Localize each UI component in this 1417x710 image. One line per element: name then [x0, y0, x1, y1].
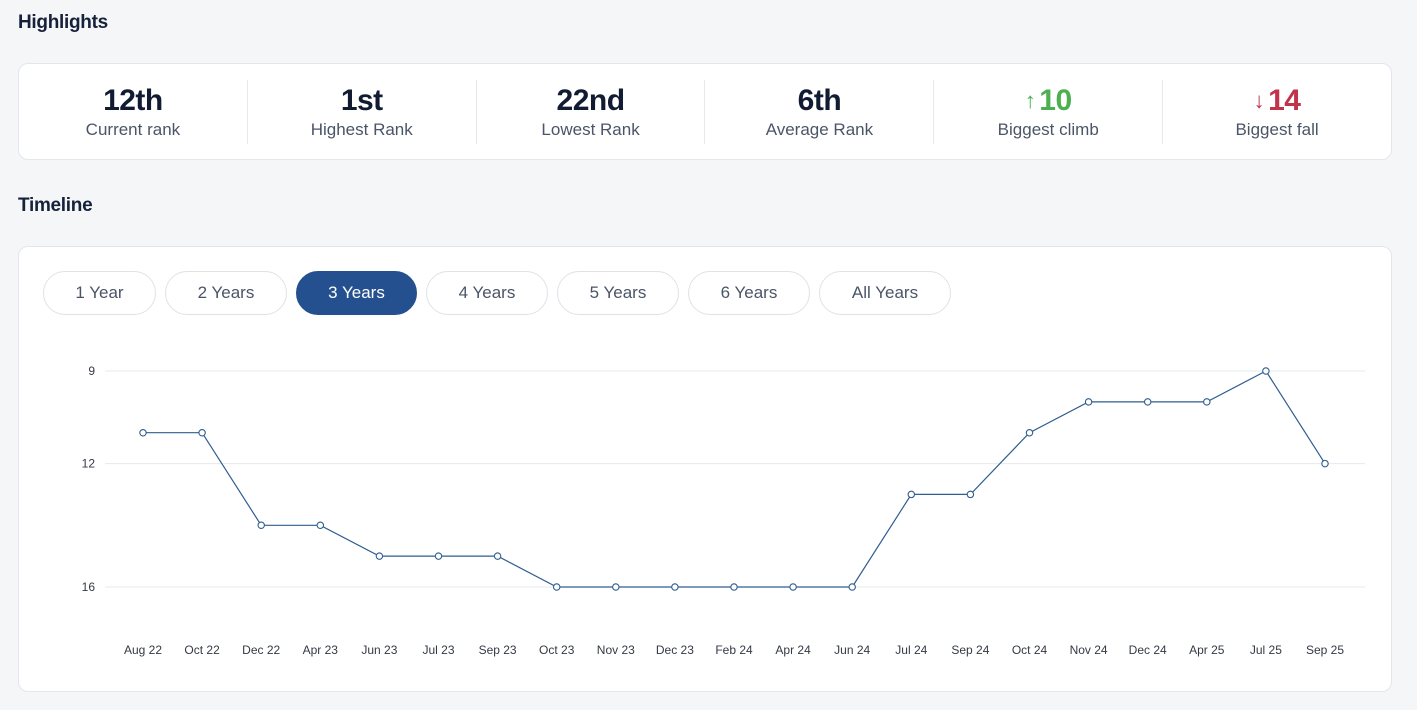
- data-point[interactable]: [375, 552, 384, 560]
- data-point[interactable]: [671, 583, 679, 591]
- data-point[interactable]: [612, 583, 620, 591]
- tab-5-years[interactable]: 5 Years: [557, 271, 679, 315]
- data-point[interactable]: [730, 583, 738, 591]
- stat-value: 22nd: [556, 83, 626, 118]
- data-point[interactable]: [139, 428, 147, 437]
- tab-2-years[interactable]: 2 Years: [165, 271, 287, 315]
- average-rank-value: 6th: [797, 83, 842, 117]
- biggest-climb-value: 10: [1039, 83, 1072, 117]
- x-tick-label: Oct 22: [184, 643, 220, 657]
- lowest-rank-value: 22nd: [556, 83, 626, 117]
- data-point[interactable]: [907, 490, 916, 499]
- x-tick-label: Jul 24: [895, 643, 927, 657]
- highest-rank-value: 1st: [340, 83, 383, 117]
- stat-label: Current rank: [85, 119, 181, 139]
- data-point[interactable]: [316, 521, 325, 530]
- grid-lines: [105, 370, 1365, 588]
- x-tick-label: Apr 23: [303, 643, 339, 657]
- tab-all-years[interactable]: All Years: [819, 271, 951, 315]
- data-point[interactable]: [848, 583, 856, 591]
- x-tick-label: Jun 23: [361, 643, 397, 657]
- data-point[interactable]: [1321, 459, 1329, 468]
- data-point[interactable]: [1143, 398, 1152, 406]
- data-point[interactable]: [552, 583, 561, 591]
- timeline-title: Timeline: [18, 195, 93, 216]
- tab-6-years[interactable]: 6 Years: [688, 271, 810, 315]
- data-point[interactable]: [1262, 367, 1270, 375]
- tab-1-year[interactable]: 1 Year: [43, 271, 156, 315]
- stat-label: Average Rank: [765, 119, 874, 139]
- stat-label: Biggest fall: [1235, 119, 1319, 139]
- x-tick-label: Apr 24: [775, 643, 811, 657]
- x-axis-ticks: Aug 22 Oct 22 Dec 22 Apr 23 Jun 23 Jul 23 Sep …: [124, 643, 1344, 657]
- stat-current-rank: 12th Current rank: [19, 79, 248, 144]
- x-tick-label: Dec 24: [1129, 643, 1167, 657]
- stat-value: ↑ 10: [1025, 84, 1072, 118]
- data-point[interactable]: [257, 521, 265, 530]
- rank-series-points: [139, 367, 1329, 591]
- data-point[interactable]: [434, 552, 443, 560]
- stat-biggest-climb: ↑ 10 Biggest climb: [934, 79, 1164, 144]
- stat-label: Highest Rank: [310, 119, 413, 139]
- range-tabs: 1 Year 2 Years 3 Years 4 Years 5 Years 6…: [43, 271, 951, 315]
- data-point[interactable]: [1203, 398, 1211, 406]
- highlights-card: 12th Current rank 1st Highest Rank 22nd …: [18, 63, 1392, 160]
- highlights-title: Highlights: [18, 12, 108, 33]
- data-point[interactable]: [966, 490, 975, 499]
- timeline-card: 1 Year 2 Years 3 Years 4 Years 5 Years 6…: [18, 246, 1392, 692]
- x-tick-label: Oct 24: [1012, 643, 1048, 657]
- x-tick-label: Sep 24: [951, 643, 989, 657]
- x-tick-label: Sep 25: [1306, 643, 1344, 657]
- biggest-fall-value: 14: [1268, 83, 1301, 117]
- data-point[interactable]: [1025, 428, 1034, 437]
- data-point[interactable]: [198, 428, 206, 437]
- x-tick-label: Apr 25: [1189, 643, 1225, 657]
- arrow-up-icon: ↑: [1024, 87, 1036, 113]
- stat-value: 1st: [341, 84, 383, 118]
- stat-label: Lowest Rank: [541, 119, 640, 139]
- x-tick-label: Oct 23: [539, 643, 575, 657]
- x-tick-label: Feb 24: [715, 643, 753, 657]
- y-tick-label: 16: [82, 580, 96, 594]
- stat-average-rank: 6th Average Rank: [705, 79, 935, 144]
- stat-lowest-rank: 22nd Lowest Rank: [477, 79, 706, 144]
- arrow-down-icon: ↓: [1253, 87, 1265, 113]
- data-point[interactable]: [789, 583, 797, 591]
- data-point[interactable]: [493, 552, 502, 560]
- x-tick-label: Jul 25: [1250, 643, 1282, 657]
- x-tick-label: Nov 24: [1070, 643, 1108, 657]
- x-tick-label: Jun 24: [834, 643, 870, 657]
- y-axis-ticks: 9 12 16: [82, 364, 96, 594]
- tab-4-years[interactable]: 4 Years: [426, 271, 548, 315]
- x-tick-label: Nov 23: [597, 643, 635, 657]
- stat-highest-rank: 1st Highest Rank: [248, 79, 477, 144]
- current-rank-value: 12th: [103, 83, 163, 117]
- x-tick-label: Sep 23: [479, 643, 517, 657]
- x-tick-label: Dec 23: [656, 643, 694, 657]
- rank-timeline-chart: 9 12 16 Aug 22 Oct 22 Dec 22 Apr 23 Jun 23 Jul …: [82, 364, 1365, 657]
- x-tick-label: Jul 23: [422, 643, 454, 657]
- data-point[interactable]: [1084, 398, 1093, 406]
- tab-3-years[interactable]: 3 Years: [296, 271, 417, 315]
- y-tick-label: 12: [82, 457, 96, 471]
- x-tick-label: Aug 22: [124, 643, 162, 657]
- stat-value: ↓ 14: [1254, 84, 1301, 118]
- stat-label: Biggest climb: [997, 119, 1099, 139]
- stat-value: 6th: [798, 84, 842, 118]
- x-tick-label: Dec 22: [242, 643, 280, 657]
- stat-value: 12th: [103, 84, 163, 118]
- y-tick-label: 9: [88, 364, 95, 378]
- stat-biggest-fall: ↓ 14 Biggest fall: [1163, 80, 1391, 144]
